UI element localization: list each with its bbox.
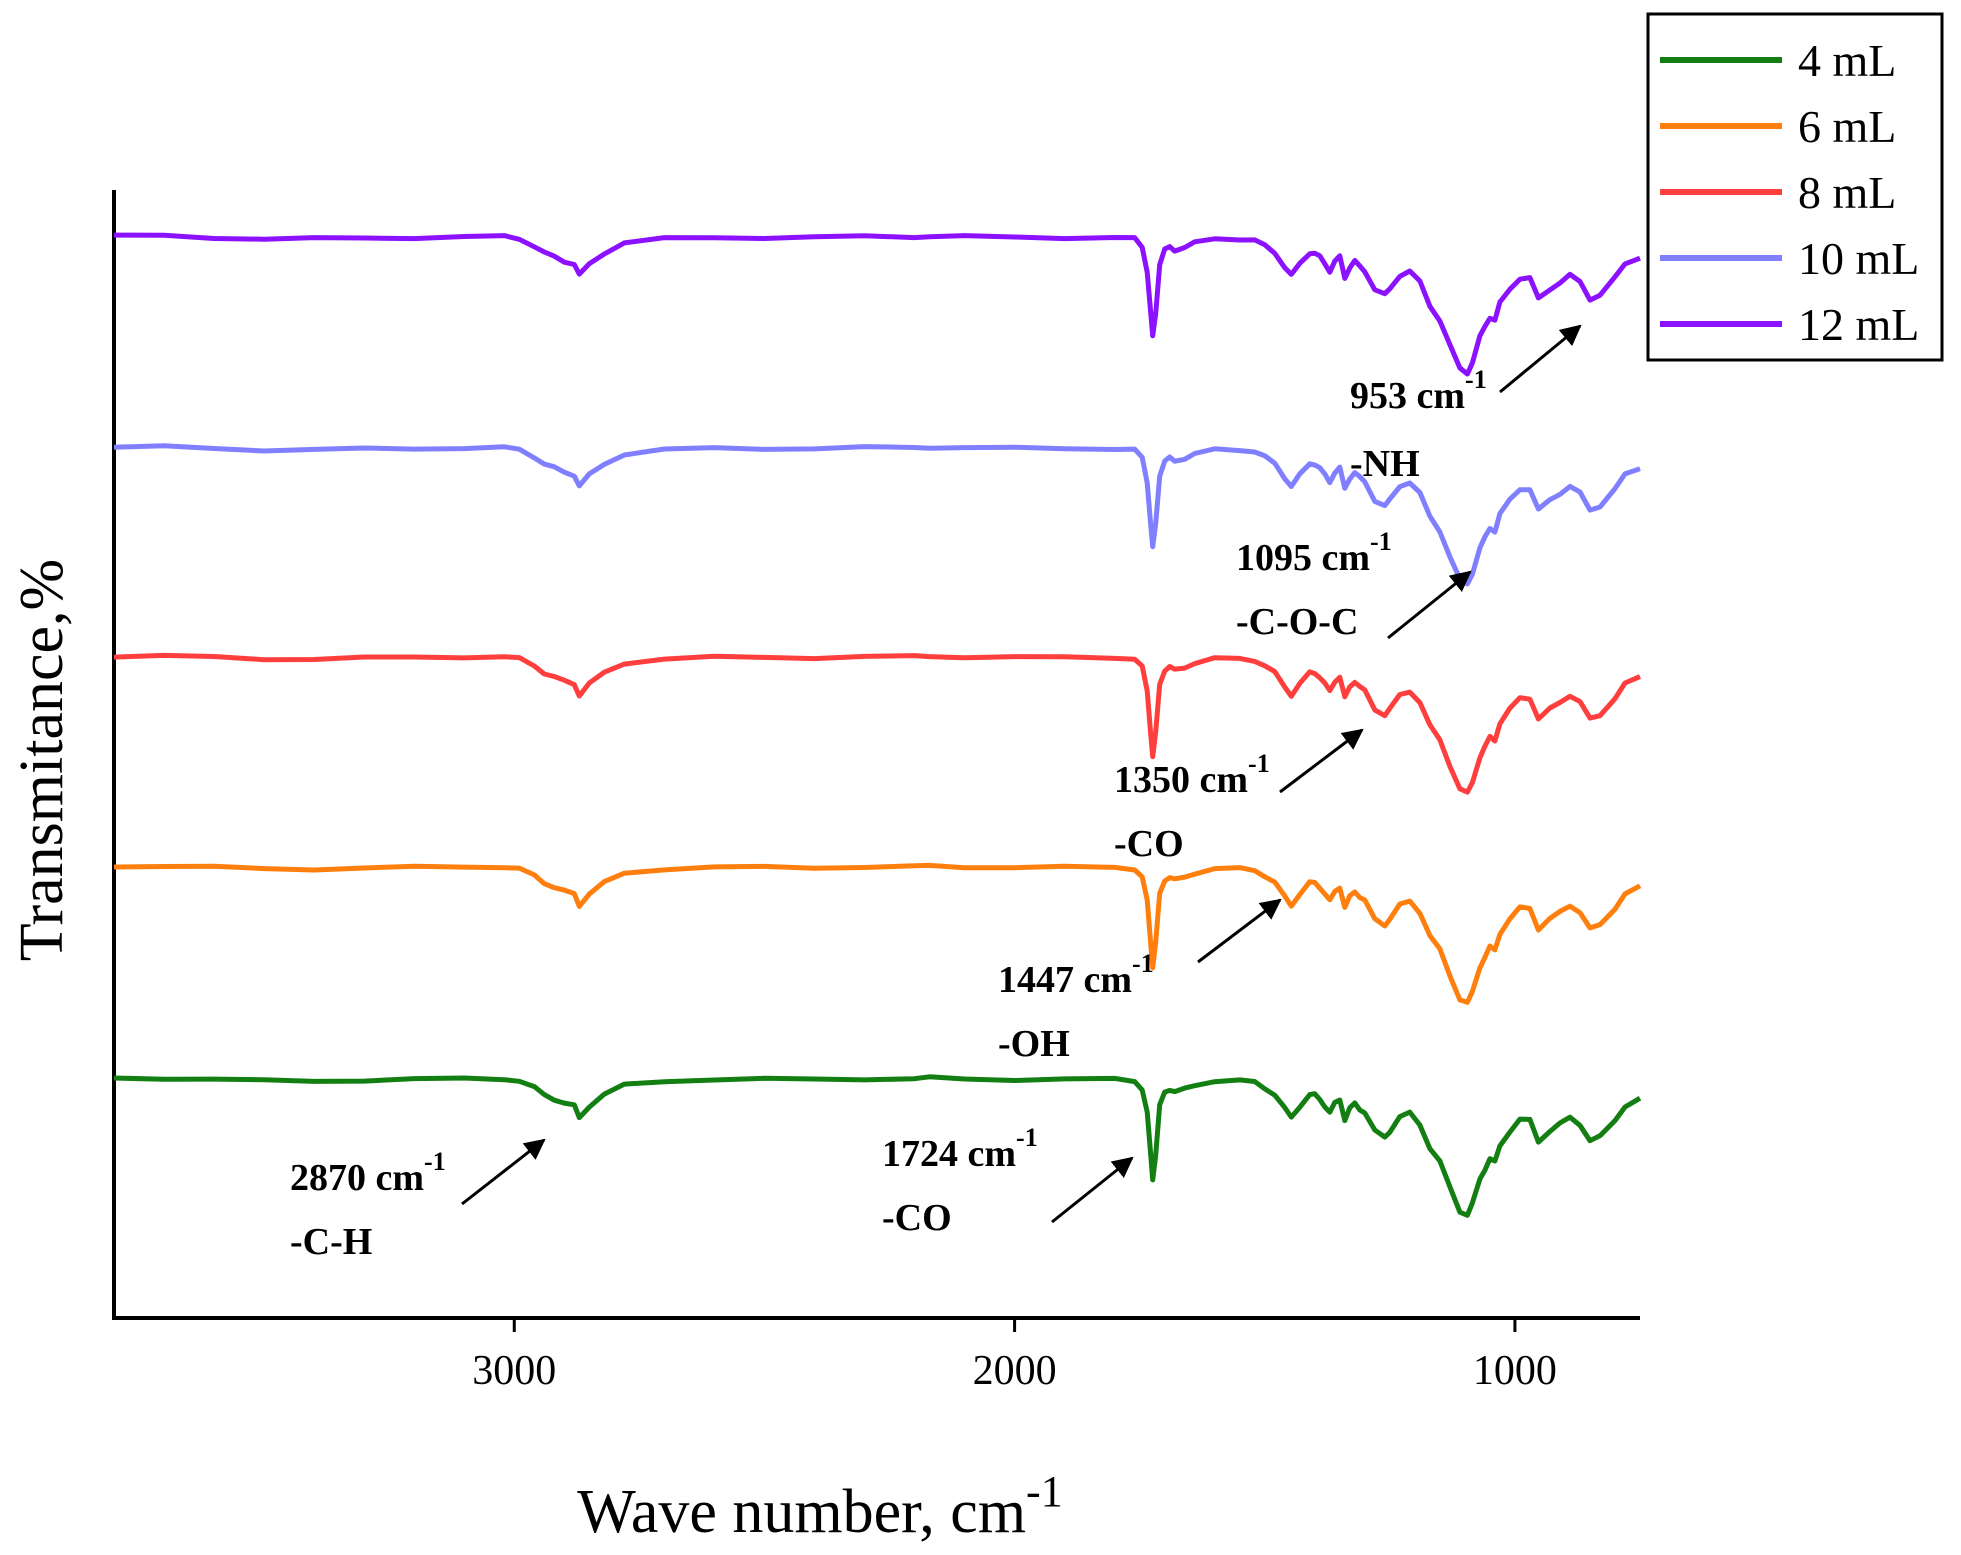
annotation-arrow <box>1051 1156 1134 1224</box>
annotations: 2870 cm-1 -C-H 1724 cm-1 -CO 1447 cm-1 -OH 135… <box>290 324 1582 1263</box>
series-layer <box>113 232 1642 1218</box>
x-tick-labels: 3000 2000 1000 <box>472 1348 1557 1394</box>
annotation-group: -C-O-C <box>1236 601 1358 643</box>
legend-label: 10 mL <box>1798 233 1919 284</box>
legend-box <box>1646 12 1944 362</box>
axes <box>112 190 1640 1332</box>
x-tick-label: 3000 <box>472 1348 556 1394</box>
annotation-arrow <box>461 1138 546 1206</box>
series-line-8-ml <box>113 652 1641 795</box>
legend: 4 mL 6 mL 8 mL 10 mL 12 mL <box>1646 12 1944 362</box>
annotation-group: -CO <box>882 1197 952 1239</box>
legend-label: 6 mL <box>1798 101 1896 152</box>
x-axis-label: Wave number, cm-1 <box>577 1467 1062 1546</box>
series-line-12-ml <box>113 232 1641 377</box>
series-line-6-ml <box>113 862 1642 1005</box>
y-axis-label: Transmitance,% <box>8 559 76 961</box>
annotation-arrow <box>1197 898 1282 964</box>
annotation-wavenumber: 2870 cm-1 <box>290 1147 446 1199</box>
annotation-wavenumber: 1350 cm-1 <box>1114 749 1270 801</box>
annotation-arrow <box>1387 570 1472 640</box>
annotation-group: -OH <box>998 1023 1070 1065</box>
annotation-arrow <box>1279 728 1364 794</box>
annotation-arrow <box>1499 324 1582 394</box>
annotation-wavenumber: 953 cm-1 <box>1350 365 1487 417</box>
annotation-group: -C-H <box>290 1221 372 1263</box>
x-tick-label: 2000 <box>973 1348 1057 1394</box>
legend-items: 4 mL 6 mL 8 mL 10 mL 12 mL <box>1660 35 1919 350</box>
series-line-10-ml <box>113 443 1641 587</box>
x-axis-label-superscript: -1 <box>1026 1467 1063 1516</box>
legend-label: 12 mL <box>1798 299 1919 350</box>
x-tick-label: 1000 <box>1473 1348 1557 1394</box>
annotation-group: -NH <box>1350 443 1420 485</box>
legend-label: 4 mL <box>1798 35 1896 86</box>
annotation-group: -CO <box>1114 823 1184 865</box>
annotation-wavenumber: 1095 cm-1 <box>1236 527 1392 579</box>
annotation-wavenumber: 1447 cm-1 <box>998 949 1154 1001</box>
legend-label: 8 mL <box>1798 167 1896 218</box>
annotation-wavenumber: 1724 cm-1 <box>882 1123 1038 1175</box>
series-line-4-ml <box>113 1074 1642 1218</box>
